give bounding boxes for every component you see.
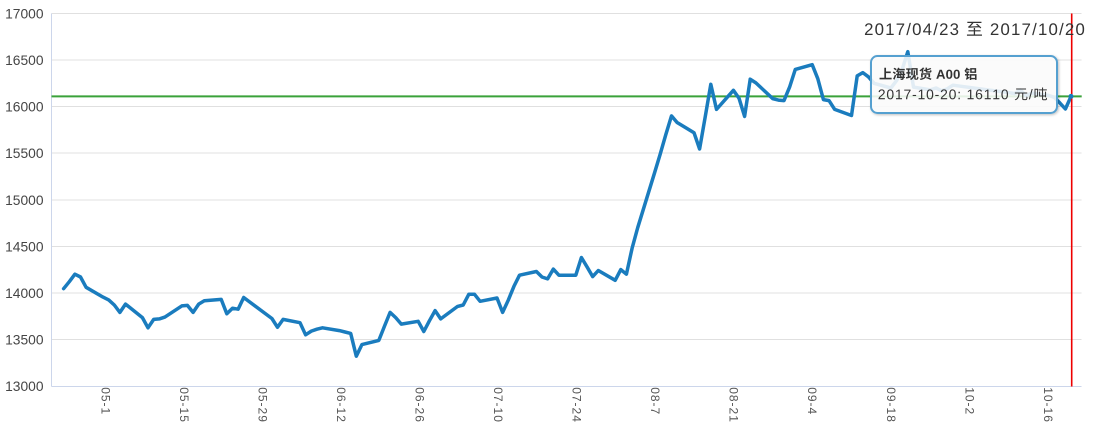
svg-text:08-7: 08-7 — [648, 387, 662, 415]
svg-text:14500: 14500 — [5, 239, 44, 254]
svg-text:07-24: 07-24 — [570, 387, 584, 423]
svg-text:06-12: 06-12 — [334, 387, 348, 423]
svg-text:10-2: 10-2 — [962, 387, 976, 415]
svg-text:16500: 16500 — [5, 53, 44, 68]
svg-text:15500: 15500 — [5, 146, 44, 161]
svg-text:15000: 15000 — [5, 193, 44, 208]
svg-text:07-10: 07-10 — [491, 387, 505, 423]
svg-text:17000: 17000 — [5, 7, 44, 22]
svg-text:09-18: 09-18 — [884, 387, 898, 423]
svg-text:09-4: 09-4 — [805, 387, 819, 415]
svg-text:06-26: 06-26 — [413, 387, 427, 423]
svg-text:05-1: 05-1 — [98, 387, 112, 415]
svg-text:13500: 13500 — [5, 332, 44, 347]
svg-text:05-29: 05-29 — [256, 387, 270, 423]
svg-text:05-15: 05-15 — [177, 387, 191, 423]
svg-text:14000: 14000 — [5, 286, 44, 301]
svg-text:16000: 16000 — [5, 100, 44, 115]
svg-text:10-16: 10-16 — [1041, 387, 1055, 423]
svg-text:08-21: 08-21 — [727, 387, 741, 423]
svg-text:13000: 13000 — [5, 379, 44, 394]
